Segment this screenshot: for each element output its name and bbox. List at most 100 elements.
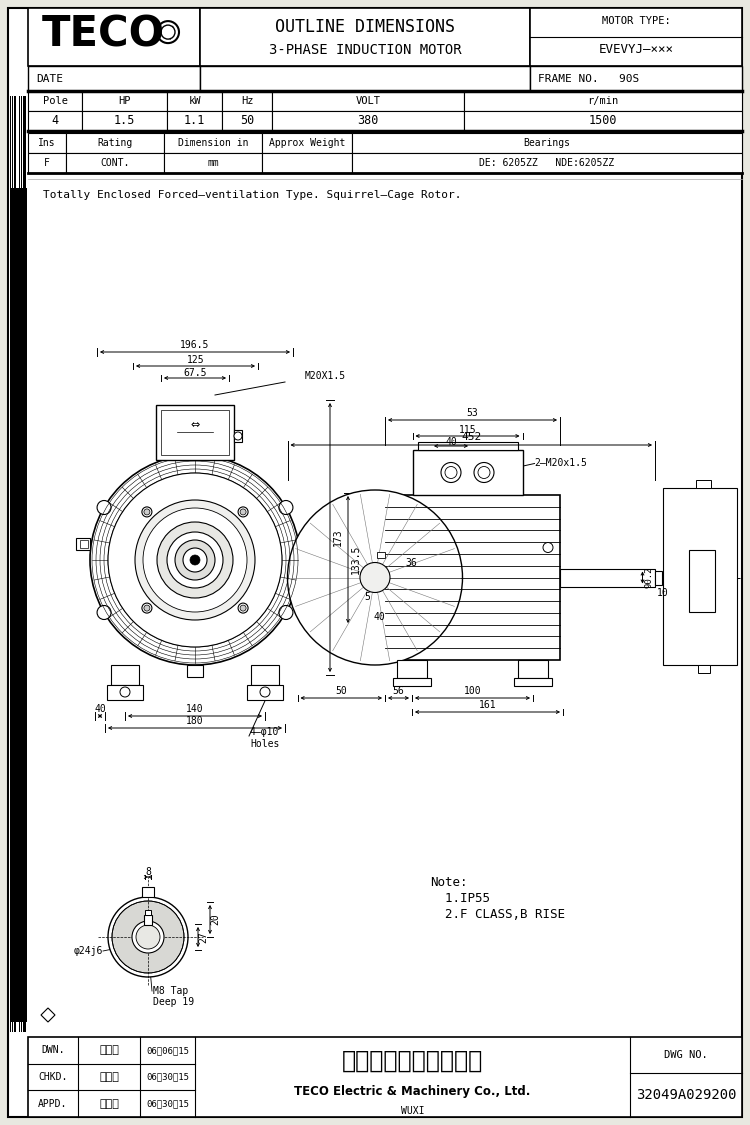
Circle shape (543, 542, 553, 552)
Text: HP: HP (118, 96, 130, 106)
Bar (15, 96, 16, 1032)
Text: M20X1.5: M20X1.5 (305, 371, 346, 381)
Circle shape (143, 508, 247, 612)
Text: 90.2: 90.2 (644, 567, 653, 588)
Bar (25, 188, 26, 1022)
Text: 32049A029200: 32049A029200 (636, 1088, 736, 1101)
Circle shape (142, 507, 152, 516)
Text: Rating: Rating (98, 138, 133, 148)
Bar (28, 66, 200, 91)
Text: Holes: Holes (250, 739, 279, 749)
Bar (23, 188, 24, 1022)
Bar (28, 111, 82, 130)
Circle shape (120, 687, 130, 698)
Text: 161: 161 (478, 700, 496, 710)
Bar (464, 111, 742, 130)
Text: Ins: Ins (38, 138, 56, 148)
Text: 67.5: 67.5 (183, 368, 207, 378)
Circle shape (144, 508, 150, 515)
Bar (164, 133, 262, 153)
Bar (187, 665, 203, 677)
Circle shape (190, 555, 200, 565)
Bar (418, 442, 518, 450)
Circle shape (108, 472, 282, 647)
Text: 季座媛: 季座媛 (99, 1045, 119, 1055)
Bar (352, 153, 742, 173)
Text: 2.F CLASS,B RISE: 2.F CLASS,B RISE (430, 908, 565, 920)
Bar (10, 96, 11, 1032)
Bar (377, 551, 385, 558)
Bar (111, 665, 139, 685)
Text: 40: 40 (446, 436, 457, 447)
Text: mm: mm (207, 158, 219, 168)
Text: CONT.: CONT. (100, 158, 130, 168)
Bar (385, 495, 560, 660)
Circle shape (97, 501, 111, 514)
Text: DE: 6205ZZ   NDE:6205ZZ: DE: 6205ZZ NDE:6205ZZ (479, 158, 614, 168)
Bar (167, 91, 222, 111)
Bar (251, 665, 279, 685)
Bar (200, 66, 530, 91)
Text: 東元電機股份有限公司: 東元電機股份有限公司 (342, 1048, 483, 1073)
Bar (234, 430, 242, 442)
Text: 180: 180 (186, 716, 204, 726)
Text: SH411500099: SH411500099 (16, 587, 25, 638)
Text: WUXI: WUXI (400, 1106, 424, 1116)
Text: 40: 40 (94, 704, 106, 714)
Circle shape (175, 540, 215, 580)
Circle shape (90, 455, 300, 665)
Circle shape (279, 501, 293, 514)
Bar (530, 8, 742, 66)
Bar (530, 66, 742, 91)
Circle shape (360, 562, 390, 593)
Text: 115: 115 (459, 425, 476, 435)
Polygon shape (41, 1008, 55, 1022)
Bar (82, 91, 167, 111)
Circle shape (135, 500, 255, 620)
Bar (21, 96, 22, 1032)
Text: TECO Electric & Machinery Co., Ltd.: TECO Electric & Machinery Co., Ltd. (294, 1084, 531, 1098)
Bar (76, 538, 90, 550)
Text: r/min: r/min (587, 96, 619, 106)
Circle shape (240, 508, 246, 515)
Bar (698, 665, 709, 673)
Bar (272, 91, 464, 111)
Bar (11, 96, 13, 1032)
Circle shape (279, 605, 293, 620)
Text: 06‥30‥15: 06‥30‥15 (146, 1072, 189, 1081)
Bar (689, 550, 715, 612)
Bar (82, 111, 167, 130)
Text: 53: 53 (466, 408, 478, 418)
Text: kW: kW (188, 96, 201, 106)
Circle shape (474, 462, 494, 483)
Bar (13, 96, 14, 1032)
Bar (560, 568, 655, 586)
Bar (28, 91, 82, 111)
Bar (161, 410, 229, 455)
Text: 50: 50 (335, 686, 347, 696)
Text: Deep 19: Deep 19 (153, 997, 194, 1007)
Bar (200, 8, 530, 66)
Text: 380: 380 (357, 115, 379, 127)
Text: SH411500099: SH411500099 (13, 539, 22, 590)
Circle shape (144, 605, 150, 611)
Bar (142, 886, 154, 897)
Bar (107, 685, 143, 700)
Bar (373, 573, 385, 583)
Bar (352, 133, 742, 153)
Text: Approx Weight: Approx Weight (268, 138, 345, 148)
Text: 1.1: 1.1 (184, 115, 206, 127)
Text: DWN.: DWN. (41, 1045, 64, 1055)
Circle shape (441, 462, 461, 483)
Circle shape (142, 603, 152, 613)
Text: F: F (44, 158, 50, 168)
Bar (262, 133, 352, 153)
Bar (514, 678, 552, 686)
Text: 鄂聖良: 鄂聖良 (99, 1099, 119, 1108)
Circle shape (183, 548, 207, 572)
Bar (11, 188, 13, 1022)
Bar (24, 96, 26, 1032)
Text: APPD.: APPD. (38, 1099, 68, 1108)
Bar (167, 111, 222, 130)
Text: 196.5: 196.5 (180, 340, 210, 350)
